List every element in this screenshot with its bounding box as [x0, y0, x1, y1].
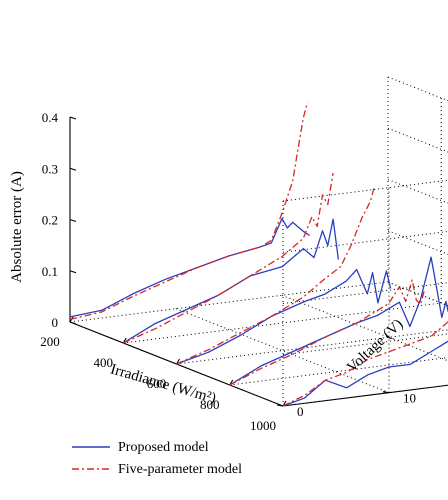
x-tick-label: 400	[94, 355, 114, 370]
z-axis-tick	[69, 270, 77, 274]
series-line-five-parameter-model-200	[69, 102, 309, 321]
grid-line-back-wall-horizontal	[387, 179, 448, 204]
z-axis-tick	[69, 116, 77, 120]
grid-line-floor-voltage	[282, 384, 448, 407]
grid-line-floor-voltage	[123, 302, 442, 344]
grid-line-side-wall-horizontal	[282, 230, 448, 253]
grid-line-floor-voltage	[229, 357, 448, 386]
z-tick-label: 0.2	[42, 213, 58, 228]
series-line-five-parameter-model-600	[176, 185, 376, 365]
grid-line-floor-irradiance	[281, 294, 448, 362]
y-axis-tick	[382, 391, 390, 394]
z-tick-label: 0	[52, 315, 59, 330]
z-tick-label: 0.4	[42, 110, 59, 125]
series-line-proposed-model-600	[176, 268, 392, 365]
x-tick-label: 1000	[250, 418, 276, 433]
series-line-proposed-model-200	[69, 217, 310, 318]
z-axis-tick	[69, 167, 77, 171]
x-tick-label: 600	[147, 376, 167, 391]
series-line-proposed-model-1000	[282, 340, 448, 407]
y-tick-label: 0	[297, 404, 304, 419]
grid-line-side-wall-horizontal	[282, 282, 448, 304]
grid-line-floor-voltage	[176, 329, 448, 365]
tick-labels: 00.10.20.30.420040060080010000102030	[40, 110, 416, 433]
legend-label-five-parameter: Five-parameter model	[118, 462, 242, 477]
x-tick-label: 800	[200, 397, 220, 412]
legend: Proposed model Five-parameter model	[72, 440, 242, 477]
series-line-proposed-model-800	[229, 256, 448, 386]
legend-label-proposed: Proposed model	[118, 440, 209, 455]
y-tick-label: 10	[403, 391, 416, 406]
x-tick-label: 200	[40, 334, 60, 349]
grid-line-side-wall-horizontal	[282, 333, 448, 356]
y-axis-title: Voltage (V)	[344, 316, 406, 376]
z-tick-label: 0.3	[42, 161, 58, 176]
z-axis-tick	[69, 321, 77, 325]
grid-line-side-wall-horizontal	[282, 384, 448, 407]
z-axis-title: Absolute error (A)	[9, 171, 25, 283]
z-tick-label: 0.1	[42, 264, 58, 279]
grid	[69, 76, 448, 407]
grid-line-back-wall-horizontal	[387, 76, 448, 102]
z-axis-tick	[69, 218, 77, 223]
y-axis-line	[282, 384, 448, 407]
grid-line-side-wall-horizontal	[282, 179, 448, 202]
series-line-five-parameter-model-400	[123, 172, 334, 344]
series-line-five-parameter-model-800	[229, 279, 426, 386]
y-axis-tick	[276, 404, 284, 407]
grid-line-floor-voltage	[69, 281, 389, 323]
axes	[69, 116, 448, 407]
plot-area	[69, 102, 448, 407]
series-line-proposed-model-400	[122, 218, 340, 344]
grid-line-back-wall-horizontal	[387, 127, 448, 153]
series-line-five-parameter-model-1000	[282, 321, 448, 407]
x-axis-title: Irradiance (W/m²)	[109, 361, 218, 406]
